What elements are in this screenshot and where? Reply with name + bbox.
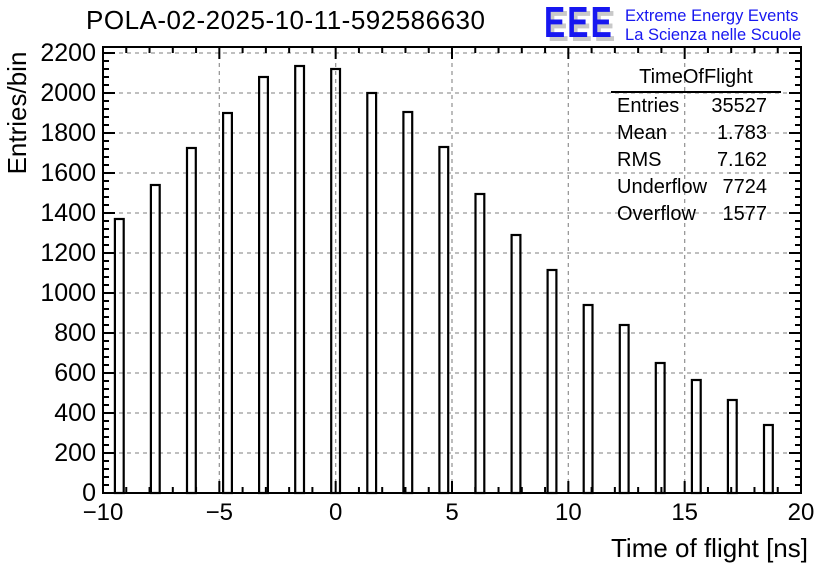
x-axis-title: Time of flight [ns] (611, 533, 808, 563)
y-tick-label: 1800 (40, 119, 96, 147)
x-tick-label: 0 (329, 499, 342, 526)
y-tick-label: 0 (82, 479, 96, 507)
histogram-bar (294, 64, 306, 495)
histogram-bar (726, 398, 738, 495)
stat-label: Entries (617, 95, 680, 117)
stats-box: TimeOfFlight Entries 35527 Mean 1.783 RM… (611, 66, 781, 228)
stat-label: Underflow (617, 176, 708, 198)
x-tick-label: 20 (788, 499, 815, 526)
y-tick-label: 400 (54, 399, 96, 427)
y-tick-label: 600 (54, 359, 96, 387)
eee-logo-tagline-line1: Extreme Energy Events (625, 7, 799, 25)
stats-row-entries: Entries 35527 (611, 93, 781, 120)
stats-row-overflow: Overflow 1577 (611, 201, 781, 228)
stats-row-mean: Mean 1.783 (611, 120, 781, 147)
x-tick-label: 5 (445, 499, 458, 526)
stat-value: 7724 (722, 176, 768, 198)
histogram-bar (402, 110, 414, 495)
x-tick-label: 15 (671, 499, 698, 526)
stat-value: 1.783 (716, 122, 767, 144)
histogram-bar (222, 111, 234, 495)
eee-logo-tagline: Extreme Energy Events La Scienza nelle S… (625, 5, 801, 44)
stat-label: Overflow (617, 203, 696, 225)
eee-logo-acronym: EEE (544, 0, 614, 47)
y-tick-label: 2200 (40, 39, 96, 67)
y-tick-label: 1200 (40, 239, 96, 267)
stat-label: Mean (617, 122, 668, 144)
y-tick-label: 200 (54, 439, 96, 467)
y-tick-label: 1400 (40, 199, 96, 227)
y-tick-label: 1600 (40, 159, 96, 187)
y-axis-title: Entries/bin (2, 52, 32, 175)
histogram-bar (438, 145, 450, 495)
x-tick-label: −5 (206, 499, 233, 526)
histogram-bar (762, 423, 774, 495)
plot-title: POLA-02-2025-10-11-592586630 (86, 5, 486, 35)
stat-value: 1577 (722, 203, 768, 225)
y-tick-label: 2000 (40, 79, 96, 107)
histogram-bar (474, 192, 486, 495)
stats-row-underflow: Underflow 7724 (611, 174, 781, 201)
eee-logo-tagline-line2: La Scienza nelle Scuole (625, 25, 802, 44)
histogram-bar (690, 378, 702, 495)
x-tick-label: −10 (83, 499, 124, 526)
x-tick-label: 10 (555, 499, 582, 526)
histogram-bar (546, 268, 558, 495)
y-tick-label: 1000 (40, 279, 96, 307)
histogram-bar (185, 146, 197, 495)
histogram-bar (113, 217, 125, 495)
stats-row-rms: RMS 7.162 (611, 147, 781, 174)
histogram-bar (258, 75, 270, 495)
histogram-bar (510, 233, 522, 495)
histogram-bar (149, 183, 161, 495)
histogram-bar (654, 361, 666, 495)
stat-label: RMS (617, 149, 662, 171)
stats-box-title: TimeOfFlight (611, 66, 781, 93)
histogram-bar (618, 323, 630, 495)
y-tick-label: 800 (54, 319, 96, 347)
stat-value: 35527 (711, 95, 767, 117)
eee-logo: EEE Extreme Energy Events La Scienza nel… (544, 0, 801, 47)
stat-value: 7.162 (716, 149, 767, 171)
